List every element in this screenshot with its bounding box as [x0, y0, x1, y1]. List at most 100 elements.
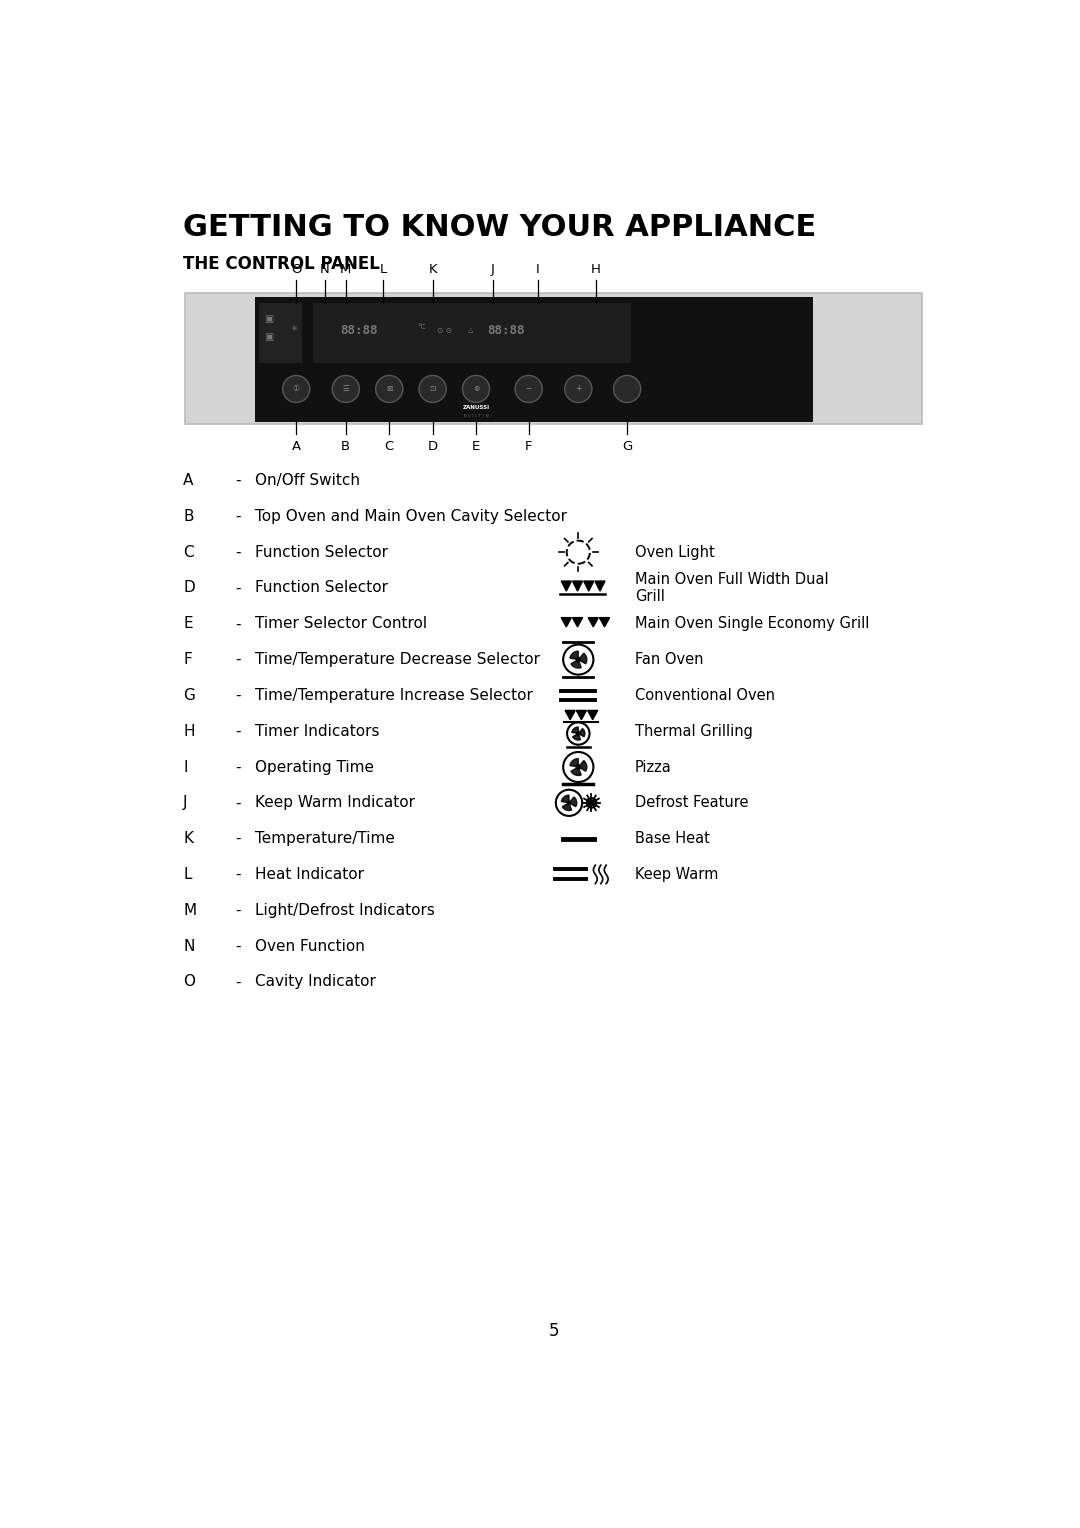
- Text: -: -: [235, 975, 241, 989]
- Bar: [255, 298, 813, 422]
- Text: °C: °C: [418, 324, 427, 330]
- Text: -: -: [235, 796, 241, 810]
- Text: +: +: [576, 385, 581, 393]
- Text: J: J: [491, 263, 495, 275]
- Text: F: F: [183, 652, 192, 668]
- Text: B: B: [341, 440, 350, 452]
- Text: Thermal Grilling: Thermal Grilling: [635, 724, 753, 738]
- Text: L: L: [183, 866, 191, 882]
- Circle shape: [333, 376, 360, 402]
- Polygon shape: [571, 727, 578, 733]
- Bar: [259, 303, 301, 362]
- Circle shape: [376, 376, 403, 402]
- Polygon shape: [572, 733, 581, 740]
- Text: ①: ①: [293, 385, 299, 393]
- Text: Operating Time: Operating Time: [255, 759, 374, 775]
- Text: K: K: [429, 263, 437, 275]
- Text: Defrost Feature: Defrost Feature: [635, 796, 748, 810]
- Text: A: A: [292, 440, 300, 452]
- Text: Keep Warm Indicator: Keep Warm Indicator: [255, 796, 415, 810]
- Polygon shape: [578, 761, 586, 772]
- Text: Oven Function: Oven Function: [255, 938, 365, 953]
- Text: I: I: [183, 759, 188, 775]
- Circle shape: [577, 657, 580, 662]
- Polygon shape: [563, 802, 571, 810]
- Text: D: D: [183, 581, 194, 596]
- Text: Pizza: Pizza: [635, 759, 672, 775]
- Text: Timer Indicators: Timer Indicators: [255, 724, 380, 738]
- Text: B: B: [183, 509, 193, 524]
- Text: THE CONTROL PANEL: THE CONTROL PANEL: [183, 255, 380, 274]
- Text: Main Oven Single Economy Grill: Main Oven Single Economy Grill: [635, 616, 869, 631]
- Text: ⊠: ⊠: [386, 385, 392, 393]
- Polygon shape: [565, 711, 576, 720]
- Polygon shape: [570, 651, 578, 660]
- Polygon shape: [572, 617, 582, 626]
- Text: H: H: [591, 263, 602, 275]
- Text: ⊗: ⊗: [473, 385, 480, 393]
- Text: -: -: [235, 509, 241, 524]
- Text: Heat Indicator: Heat Indicator: [255, 866, 364, 882]
- Text: Keep Warm: Keep Warm: [635, 866, 718, 882]
- Text: C: C: [183, 544, 193, 559]
- Polygon shape: [571, 660, 581, 668]
- Text: 88:88: 88:88: [488, 324, 525, 338]
- Text: K: K: [183, 831, 193, 847]
- Text: △: △: [469, 327, 474, 333]
- Text: I: I: [536, 263, 540, 275]
- Polygon shape: [578, 729, 585, 736]
- Polygon shape: [570, 758, 578, 767]
- Polygon shape: [599, 617, 609, 626]
- Text: O: O: [183, 975, 195, 989]
- Text: Base Heat: Base Heat: [635, 831, 710, 847]
- Circle shape: [283, 376, 310, 402]
- Text: ✳: ✳: [291, 324, 297, 333]
- Text: 5: 5: [549, 1322, 558, 1340]
- Text: Temperature/Time: Temperature/Time: [255, 831, 395, 847]
- Text: Top Oven and Main Oven Cavity Selector: Top Oven and Main Oven Cavity Selector: [255, 509, 567, 524]
- Bar: [313, 303, 631, 362]
- Text: Function Selector: Function Selector: [255, 544, 388, 559]
- Text: O: O: [291, 263, 301, 275]
- Polygon shape: [595, 581, 605, 591]
- Circle shape: [577, 766, 580, 769]
- Text: -: -: [235, 938, 241, 953]
- Text: Fan Oven: Fan Oven: [635, 652, 703, 668]
- Text: ZANUSSI: ZANUSSI: [462, 405, 489, 410]
- Text: Light/Defrost Indicators: Light/Defrost Indicators: [255, 903, 435, 918]
- Text: On/Off Switch: On/Off Switch: [255, 474, 360, 487]
- Text: ☰: ☰: [342, 385, 349, 393]
- Text: GETTING TO KNOW YOUR APPLIANCE: GETTING TO KNOW YOUR APPLIANCE: [183, 212, 816, 241]
- Circle shape: [567, 801, 570, 804]
- Text: -: -: [235, 866, 241, 882]
- Text: J: J: [183, 796, 188, 810]
- Polygon shape: [562, 581, 571, 591]
- Text: -: -: [235, 831, 241, 847]
- Text: Function Selector: Function Selector: [255, 581, 388, 596]
- Text: B U I L T  I N: B U I L T I N: [463, 414, 488, 417]
- Circle shape: [613, 376, 640, 402]
- Text: -: -: [235, 759, 241, 775]
- Text: -: -: [235, 652, 241, 668]
- Polygon shape: [583, 581, 594, 591]
- Text: L: L: [379, 263, 387, 275]
- Text: Time/Temperature Increase Selector: Time/Temperature Increase Selector: [255, 688, 534, 703]
- Circle shape: [515, 376, 542, 402]
- Polygon shape: [578, 652, 586, 663]
- Text: -: -: [235, 581, 241, 596]
- Text: Main Oven Full Width Dual
Grill: Main Oven Full Width Dual Grill: [635, 571, 828, 604]
- Text: 88:88: 88:88: [340, 324, 378, 338]
- Polygon shape: [571, 767, 581, 776]
- Text: -: -: [235, 544, 241, 559]
- Circle shape: [419, 376, 446, 402]
- Text: Timer Selector Control: Timer Selector Control: [255, 616, 428, 631]
- Polygon shape: [569, 798, 577, 807]
- FancyBboxPatch shape: [186, 293, 921, 425]
- Circle shape: [565, 376, 592, 402]
- Text: D: D: [428, 440, 437, 452]
- Text: Oven Light: Oven Light: [635, 544, 715, 559]
- Text: -: -: [235, 688, 241, 703]
- Text: Conventional Oven: Conventional Oven: [635, 688, 774, 703]
- Text: -: -: [235, 474, 241, 487]
- Circle shape: [462, 376, 489, 402]
